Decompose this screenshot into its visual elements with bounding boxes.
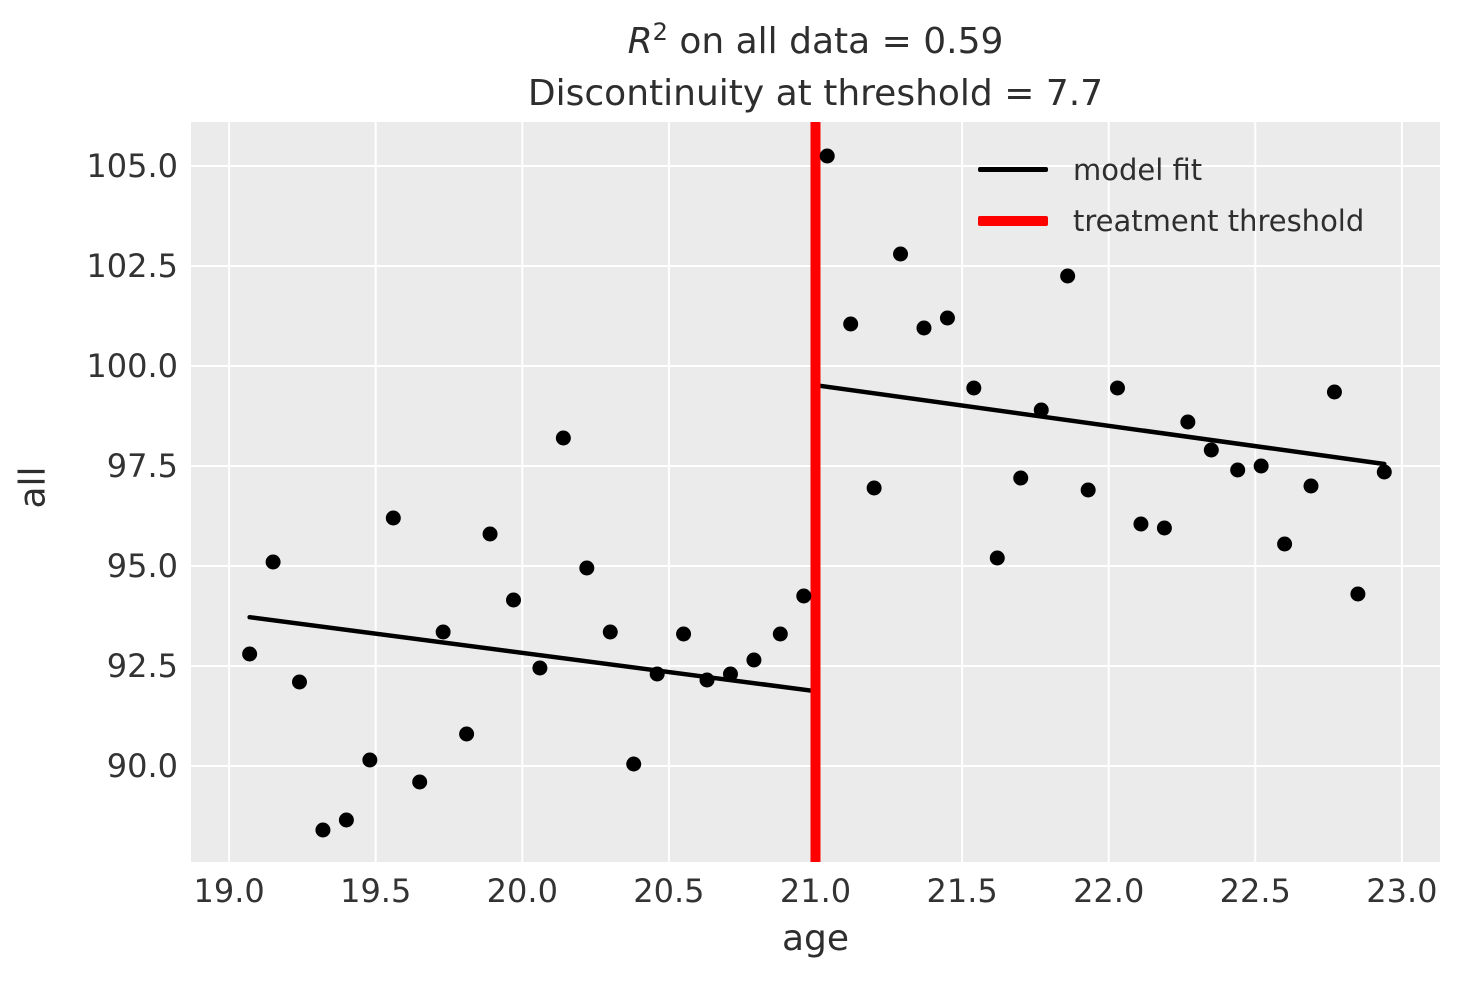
data-point xyxy=(676,626,692,642)
data-point xyxy=(1230,462,1246,478)
data-point xyxy=(555,430,571,446)
x-tick-label: 19.0 xyxy=(193,872,265,910)
data-point xyxy=(1109,380,1125,396)
data-point xyxy=(843,316,859,332)
treatment-threshold-line-swatch xyxy=(978,215,1048,226)
plot-canvas xyxy=(191,122,1440,862)
data-point xyxy=(1060,268,1076,284)
y-tick-label: 102.5 xyxy=(86,247,178,285)
x-tick-label: 21.0 xyxy=(779,872,852,910)
data-point xyxy=(1080,482,1096,498)
x-tick-label: 22.5 xyxy=(1219,872,1291,910)
legend: model fit treatment threshold xyxy=(978,144,1364,246)
legend-item-treatment-threshold: treatment threshold xyxy=(978,195,1364,246)
data-point xyxy=(796,588,812,604)
data-point xyxy=(412,774,428,790)
legend-item-model-fit: model fit xyxy=(978,144,1364,195)
data-point xyxy=(1013,470,1029,486)
data-point xyxy=(265,554,281,570)
data-point xyxy=(459,726,475,742)
data-point xyxy=(1180,414,1196,430)
data-point xyxy=(939,310,955,326)
model-fit-line xyxy=(813,382,1387,467)
x-tick-label: 23.0 xyxy=(1366,872,1438,910)
title-r-exponent: 2 xyxy=(652,18,668,46)
data-point xyxy=(1033,402,1049,418)
model-fit-line-swatch xyxy=(978,167,1048,172)
data-point xyxy=(819,148,835,164)
data-point xyxy=(1203,442,1219,458)
legend-label-treatment-threshold: treatment threshold xyxy=(1073,203,1365,238)
data-point xyxy=(893,246,909,262)
y-axis-label: all xyxy=(12,466,54,509)
data-point xyxy=(1350,586,1366,602)
data-point xyxy=(1376,464,1392,480)
y-tick-label: 100.0 xyxy=(86,347,178,385)
data-point xyxy=(649,666,665,682)
data-point xyxy=(506,592,522,608)
data-point xyxy=(482,526,498,542)
x-tick-label: 20.5 xyxy=(633,872,705,910)
data-point xyxy=(242,646,258,662)
plot-area xyxy=(191,122,1440,862)
chart-title: R2 on all data = 0.59 Discontinuity at t… xyxy=(191,6,1440,120)
data-point xyxy=(1156,520,1172,536)
y-tick-label: 92.5 xyxy=(106,647,178,685)
data-point xyxy=(866,480,882,496)
data-point xyxy=(435,624,451,640)
data-point xyxy=(532,660,548,676)
data-point xyxy=(989,550,1005,566)
y-tick-label: 90.0 xyxy=(106,747,178,785)
data-point xyxy=(1303,478,1319,494)
data-point xyxy=(362,752,378,768)
model-fit-line xyxy=(247,614,818,694)
x-tick-label: 22.0 xyxy=(1073,872,1145,910)
y-tick-label: 95.0 xyxy=(106,547,178,585)
data-point xyxy=(385,510,401,526)
data-point xyxy=(626,756,642,772)
x-tick-label: 21.5 xyxy=(926,872,998,910)
x-axis-label: age xyxy=(781,918,850,959)
data-point xyxy=(966,380,982,396)
title-line-2: Discontinuity at threshold = 7.7 xyxy=(527,73,1104,114)
x-tick-label: 20.0 xyxy=(486,872,558,910)
data-point xyxy=(315,822,331,838)
data-point xyxy=(722,666,738,682)
title-line-1-text: on all data = 0.59 xyxy=(667,21,1004,62)
data-point xyxy=(579,560,595,576)
data-point xyxy=(1326,384,1342,400)
data-point xyxy=(1133,516,1149,532)
data-point xyxy=(338,812,354,828)
y-tick-label: 97.5 xyxy=(106,447,178,485)
title-r-symbol: R xyxy=(627,21,653,62)
data-point xyxy=(699,672,715,688)
data-point xyxy=(291,674,307,690)
data-point xyxy=(916,320,932,336)
y-tick-label: 105.0 xyxy=(86,147,178,185)
x-tick-label: 19.5 xyxy=(340,872,412,910)
data-point xyxy=(602,624,618,640)
data-point xyxy=(1277,536,1293,552)
data-point xyxy=(772,626,788,642)
data-point xyxy=(1253,458,1269,474)
legend-label-model-fit: model fit xyxy=(1073,152,1203,187)
data-point xyxy=(746,652,762,668)
title-line-1: R2 on all data = 0.59 xyxy=(191,6,1440,68)
